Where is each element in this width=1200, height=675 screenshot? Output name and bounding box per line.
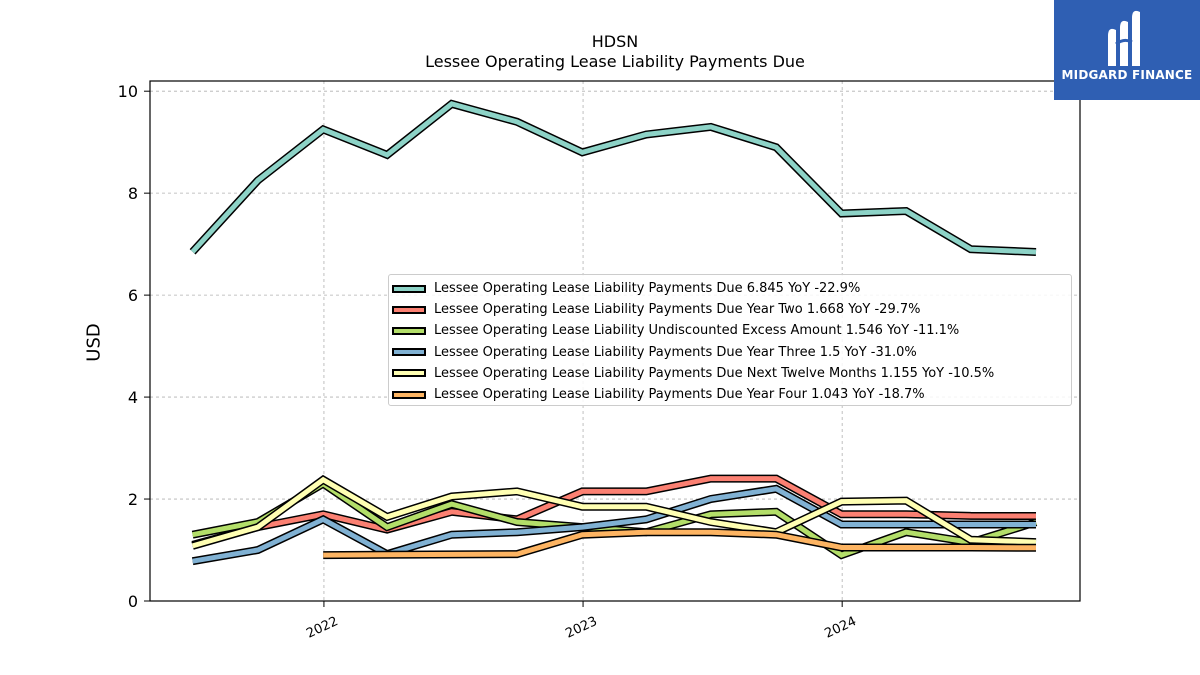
y-tick-label: 10 — [118, 82, 138, 101]
legend-swatch — [392, 348, 426, 357]
legend-item: Lessee Operating Lease Liability Payment… — [389, 342, 1071, 363]
legend-item: Lessee Operating Lease Liability Payment… — [389, 384, 1071, 405]
brand-logo: MIDGARD FINANCE — [1054, 0, 1200, 100]
series-line-outline — [189, 99, 1037, 256]
logo-text: MIDGARD FINANCE — [1061, 68, 1193, 82]
y-tick-label: 4 — [128, 388, 138, 407]
legend-item: Lessee Operating Lease Liability Payment… — [389, 299, 1071, 320]
series-line-stroke — [191, 476, 1037, 549]
legend-label: Lessee Operating Lease Liability Payment… — [434, 387, 925, 403]
legend-label: Lessee Operating Lease Liability Payment… — [434, 344, 917, 360]
series-line-stroke — [190, 101, 1037, 255]
y-tick-label: 2 — [128, 490, 138, 509]
series-line-1 — [191, 474, 1037, 549]
x-tick-label: 2024 — [823, 614, 859, 642]
series-line-5 — [323, 528, 1037, 560]
legend-label: Lessee Operating Lease Liability Undisco… — [434, 323, 960, 339]
x-tick-label: 2023 — [563, 614, 599, 642]
chart-title: HDSN — [591, 32, 639, 51]
legend-item: Lessee Operating Lease Liability Payment… — [389, 363, 1071, 384]
chart-legend: Lessee Operating Lease Liability Payment… — [388, 274, 1072, 406]
series-line-3 — [191, 484, 1036, 566]
legend-swatch — [392, 390, 426, 399]
x-tick-label: 2022 — [304, 614, 340, 642]
legend-swatch — [392, 326, 426, 335]
legend-item: Lessee Operating Lease Liability Payment… — [389, 278, 1071, 299]
y-tick-label: 8 — [128, 184, 138, 203]
series-lines — [189, 99, 1038, 566]
series-line-stroke — [323, 529, 1037, 558]
series-line-4 — [191, 474, 1037, 550]
legend-label: Lessee Operating Lease Liability Payment… — [434, 281, 861, 297]
plot-area-frame — [149, 80, 1081, 602]
legend-swatch — [392, 305, 426, 314]
series-line-0 — [189, 99, 1037, 256]
y-tick-label: 0 — [128, 592, 138, 611]
legend-item: Lessee Operating Lease Liability Undisco… — [389, 320, 1071, 341]
series-line-stroke — [192, 486, 1036, 564]
legend-label: Lessee Operating Lease Liability Payment… — [434, 365, 995, 381]
y-axis-label: USD — [83, 323, 105, 362]
legend-label: Lessee Operating Lease Liability Payment… — [434, 302, 921, 318]
y-tick-label: 6 — [128, 286, 138, 305]
series-line-stroke — [191, 476, 1037, 548]
legend-swatch — [392, 284, 426, 293]
midgard-logo-icon — [1108, 10, 1140, 66]
legend-swatch — [392, 369, 426, 378]
chart-subtitle: Lessee Operating Lease Liability Payment… — [425, 52, 805, 71]
